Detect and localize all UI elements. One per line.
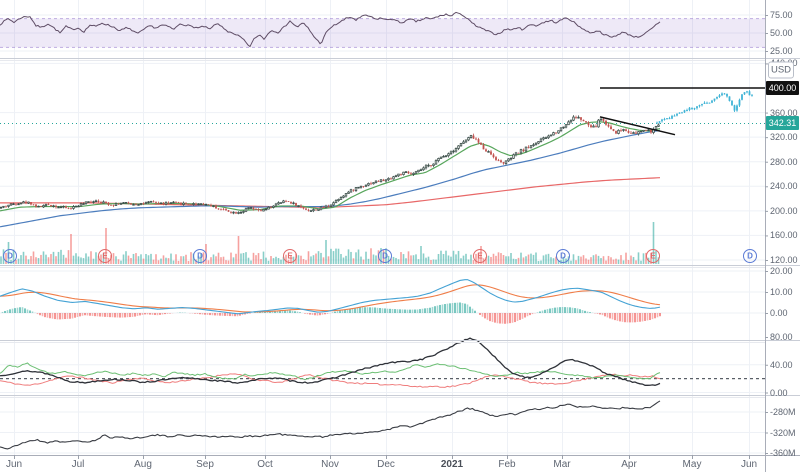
currency-badge[interactable]: USD (768, 61, 794, 79)
time-scale-tick-label: Jul (71, 459, 85, 470)
price-scale-tick-label: 0.00 (770, 387, 788, 398)
price-scale-tick-label: -360M (770, 448, 796, 458)
last-price-badge[interactable]: 342.31 (766, 116, 799, 131)
time-scale-tick-label: 2021 (440, 459, 464, 470)
time-scale-tick-label: Sep (196, 459, 214, 470)
price-scale-tick-label: 25.00 (770, 46, 793, 56)
price-scale-tick-label: 360.00 (770, 107, 798, 118)
time-scale-tick-label: Nov (321, 459, 339, 470)
price-scale-tick-label: 0.00 (770, 308, 788, 318)
price-scale-tick-label: -320M (770, 427, 796, 438)
time-scale-tick-label: Aug (134, 459, 152, 470)
time-scale-tick-label: Jun (740, 459, 758, 470)
price-scale-tick-label: 200.00 (770, 205, 798, 216)
price-scale-tick-label: 80.00 (770, 332, 793, 342)
time-scale-tick-label: Apr (621, 459, 637, 470)
price-scale-tick-label: -280M (770, 407, 796, 417)
price-scale-tick-label: 160.00 (770, 230, 798, 241)
price-scale-tick-label: 20.00 (770, 266, 793, 276)
time-scale-tick-label: Mar (553, 459, 571, 470)
time-scale-tick-label: Jun (5, 459, 23, 470)
level-price-badge[interactable]: 400.00 (766, 81, 799, 95)
price-scale-tick-label: 280.00 (770, 156, 798, 167)
price-scale-tick-label: 75.00 (770, 10, 793, 20)
price-scale-tick-label: 120.00 (770, 255, 798, 265)
price-scale-tick-label: 50.00 (770, 28, 793, 38)
time-scale-tick-label: Dec (377, 459, 395, 470)
price-scale-tick-label: 40.00 (770, 359, 793, 370)
price-scale-tick-label: 240.00 (770, 181, 798, 192)
price-scale-tick-label: 320.00 (770, 132, 798, 143)
price-scale-tick-label: 10.00 (770, 287, 793, 297)
time-scale-tick-label: Feb (498, 459, 516, 470)
time-scale-tick-label: Oct (257, 459, 273, 470)
time-scale-tick-label: May (682, 459, 702, 470)
